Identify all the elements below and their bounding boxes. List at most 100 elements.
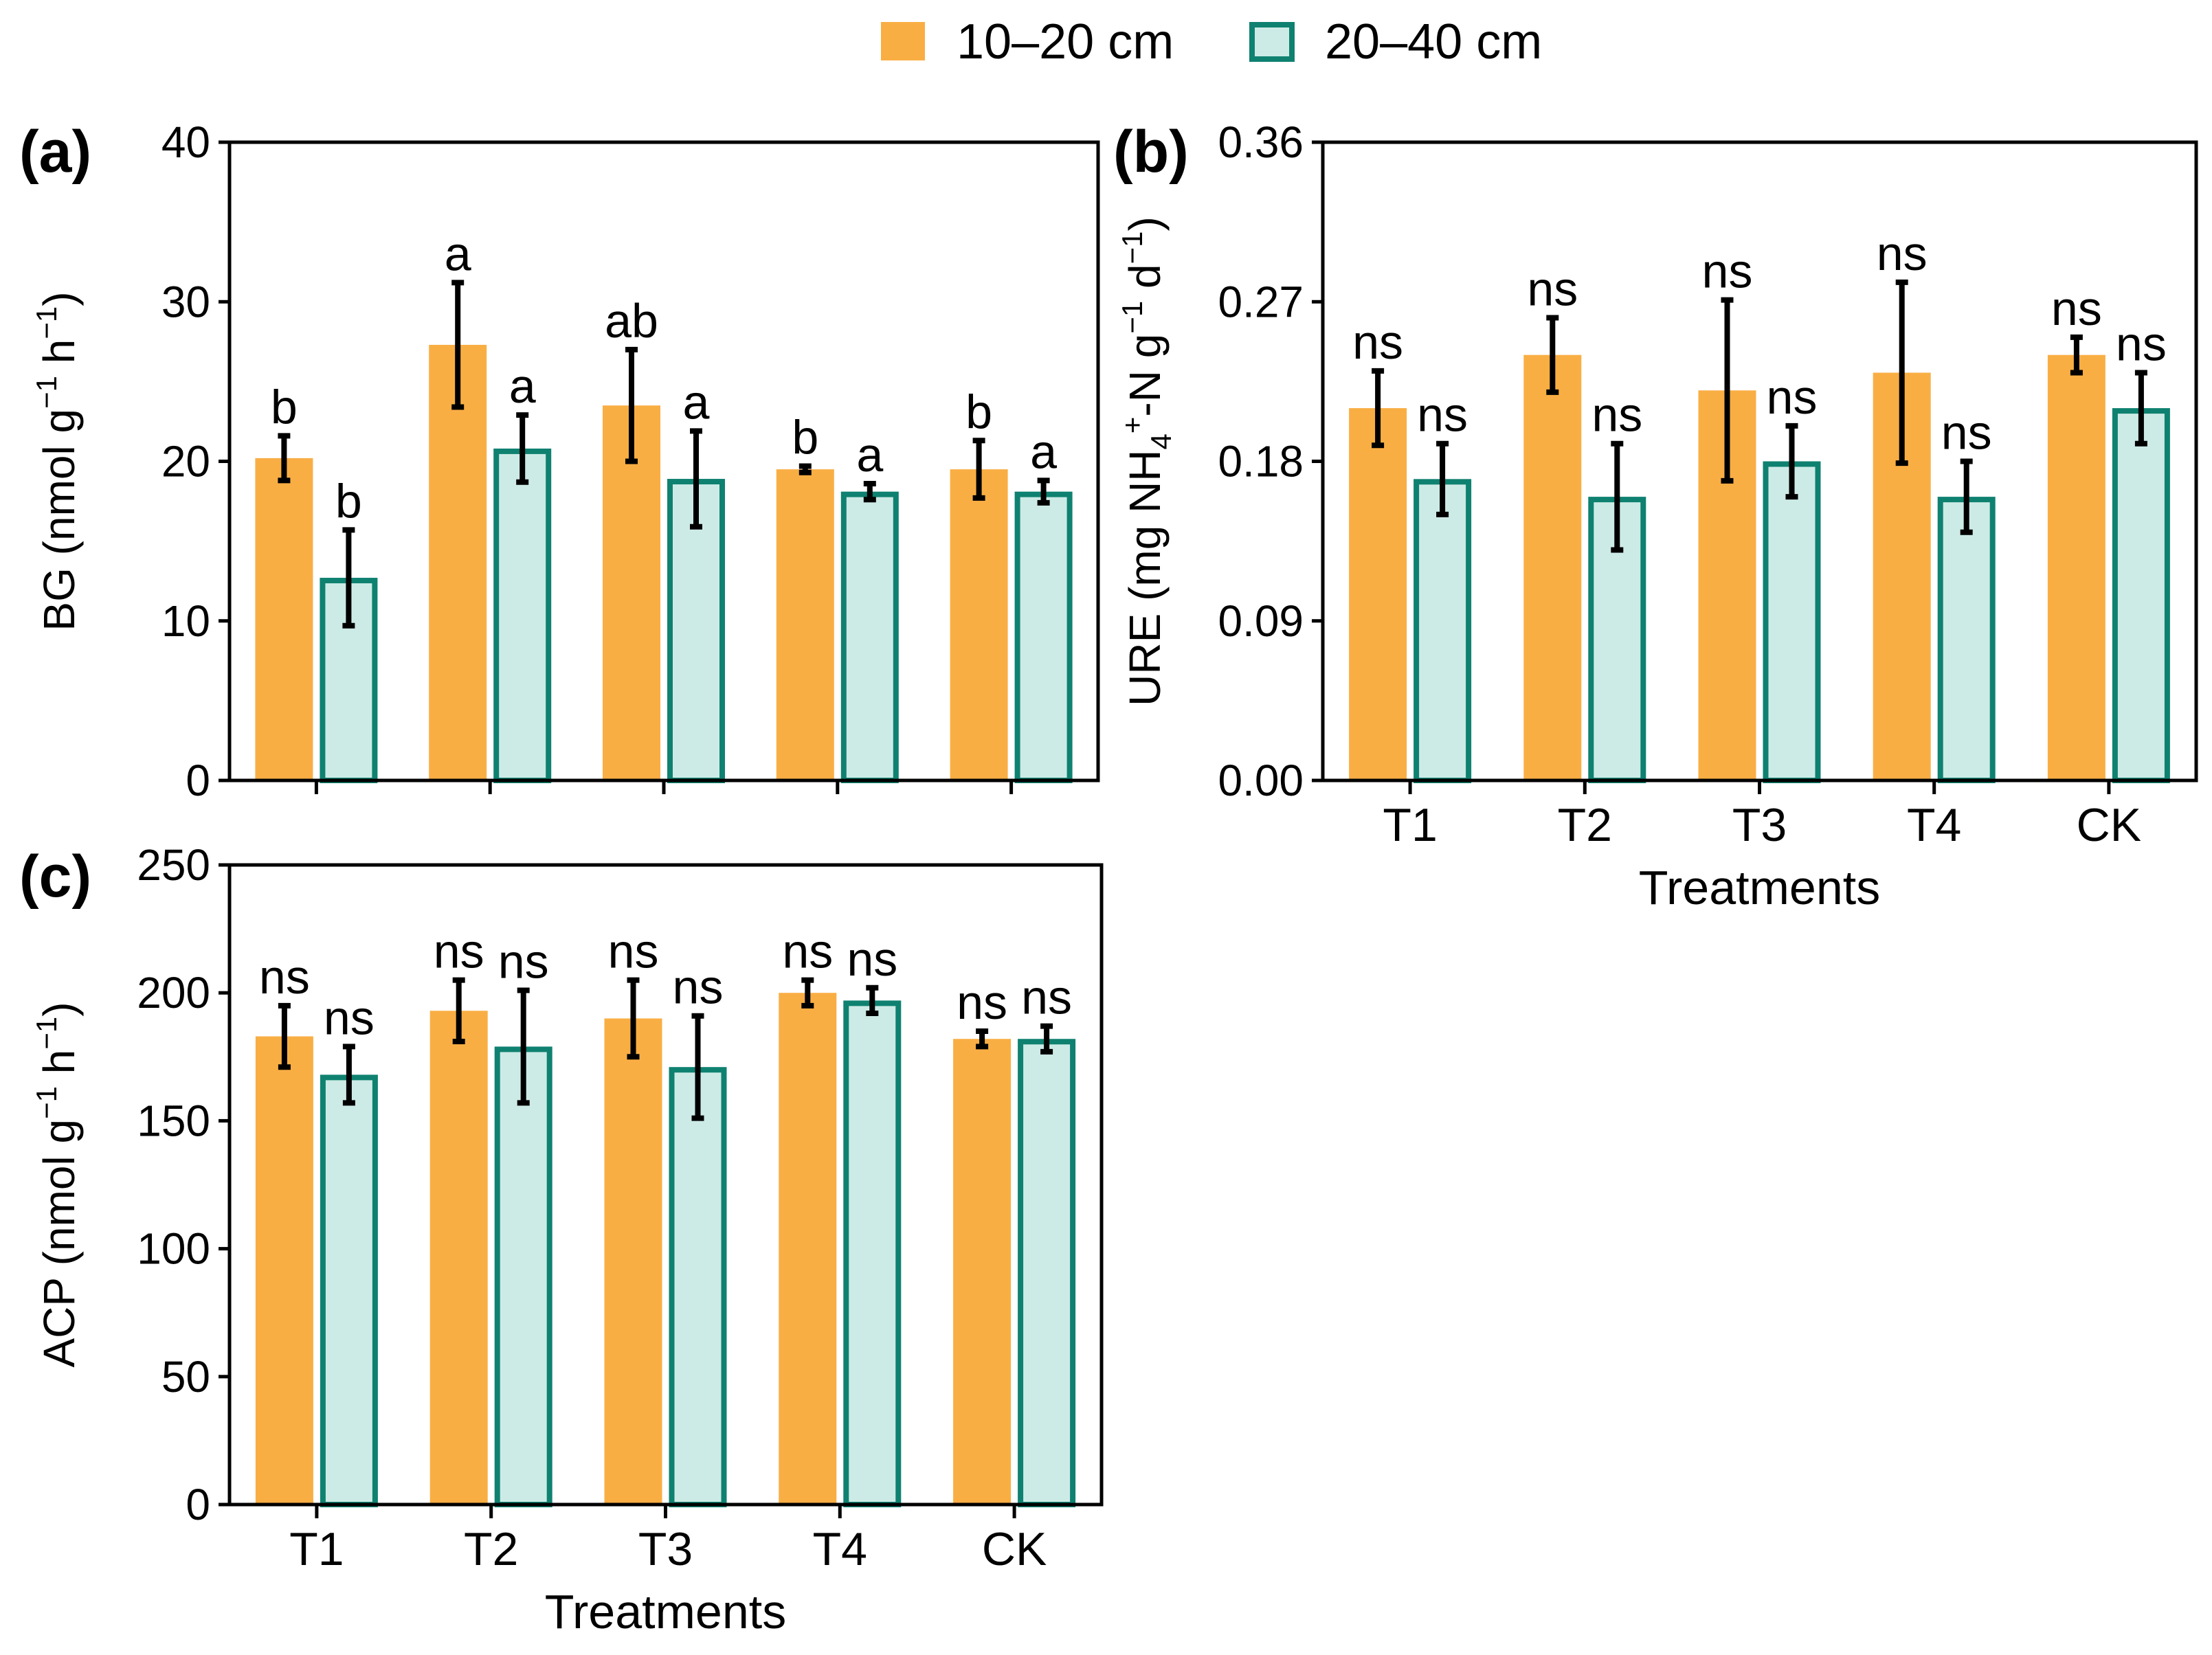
y-axis-label-part: h: [34, 339, 84, 376]
sig-label-a-T1-s0: b: [271, 380, 298, 434]
y-axis-label-part: -N g: [1120, 334, 1170, 417]
x-tick-label-c-CK: CK: [982, 1523, 1047, 1575]
x-axis-label-c: Treatments: [545, 1585, 786, 1639]
y-axis-label-a: BG (nmol g−1 h−1): [30, 291, 84, 631]
legend-swatch-20-40cm: [1249, 22, 1295, 62]
y-axis-label-part: 4: [1145, 434, 1177, 449]
bar-a-T2-20-40cm: [493, 448, 552, 783]
y-axis-label-part: +: [1116, 417, 1148, 434]
sig-label-c-T4-s0: ns: [782, 925, 833, 978]
bar-a-CK-20-40cm: [1014, 491, 1073, 783]
bar-b-CK-10-20cm: [2047, 354, 2105, 780]
sig-label-a-T3-s0: ab: [605, 294, 658, 348]
x-tick-label-c-T2: T2: [464, 1523, 518, 1575]
x-tick-label-b-T2: T2: [1558, 799, 1612, 851]
plot-frame-c: [227, 863, 1104, 1507]
y-axis-label-part: ): [34, 291, 84, 306]
bar-c-CK-20-40cm: [1018, 1039, 1076, 1508]
y-axis-label-part: ): [34, 1002, 84, 1016]
sig-label-a-T2-s0: a: [445, 227, 471, 280]
sig-label-b-T1-s0: ns: [1352, 315, 1403, 369]
sig-label-c-T3-s1: ns: [673, 960, 724, 1014]
y-axis-label-part: −1: [1116, 232, 1148, 264]
y-axis-label-part: −1: [1116, 301, 1148, 334]
bar-a-T3-10-20cm: [603, 405, 660, 780]
x-tick-label-c-T1: T1: [289, 1523, 344, 1575]
y-axis-label-part: h: [34, 1050, 84, 1086]
y-tick-label-b: 0.27: [1218, 277, 1304, 326]
sig-label-a-CK-s0: b: [965, 385, 992, 438]
y-tick-label-a: 10: [161, 596, 210, 646]
sig-label-a-T4-s1: a: [856, 428, 883, 482]
y-tick-label-a: 30: [161, 277, 210, 326]
bar-c-T1-10-20cm: [255, 1036, 313, 1505]
sig-label-c-T4-s1: ns: [847, 932, 897, 986]
legend-label-20-40cm: 20–40 cm: [1325, 14, 1542, 69]
sig-label-c-CK-s0: ns: [957, 976, 1007, 1029]
sig-label-b-T1-s1: ns: [1417, 388, 1468, 442]
y-tick-label-b: 0.09: [1218, 596, 1304, 646]
legend: 10–20 cm 20–40 cm: [881, 14, 1542, 69]
y-axis-label-part: −1: [30, 306, 63, 339]
sig-label-c-T3-s0: ns: [608, 925, 659, 978]
y-tick-label-c: 100: [137, 1224, 210, 1274]
x-tick-label-b-T3: T3: [1732, 799, 1787, 851]
bar-b-T2-10-20cm: [1523, 354, 1582, 780]
legend-label-10-20cm: 10–20 cm: [957, 14, 1174, 69]
y-axis-label-part: d: [1120, 264, 1170, 300]
bar-c-CK-10-20cm: [953, 1039, 1012, 1505]
sig-label-c-T1-s1: ns: [324, 991, 375, 1044]
bar-a-T2-10-20cm: [429, 344, 487, 780]
bar-c-T4-10-20cm: [779, 993, 837, 1505]
y-tick-label-c: 150: [137, 1096, 210, 1145]
x-tick-label-b-CK: CK: [2077, 799, 2141, 851]
plot-frame-b: [1321, 140, 2198, 783]
sig-label-b-CK-s0: ns: [2051, 282, 2102, 335]
y-axis-label-part: BG (nmol g: [34, 409, 84, 631]
bar-b-T1-20-40cm: [1414, 479, 1472, 783]
plot-frame-a: [227, 140, 1100, 783]
sig-label-c-T1-s0: ns: [259, 950, 310, 1004]
bar-c-T3-20-40cm: [669, 1067, 727, 1508]
bar-a-CK-10-20cm: [950, 469, 1008, 780]
sig-label-b-T4-s1: ns: [1941, 406, 1992, 460]
y-axis-label-b: URE (mg NH4+-N g−1 d−1): [1116, 216, 1177, 706]
sig-label-a-T4-s0: b: [792, 410, 818, 464]
y-axis-label-part: ACP (nmol g: [34, 1119, 84, 1368]
sig-label-c-CK-s1: ns: [1021, 971, 1072, 1024]
bar-c-T2-20-40cm: [494, 1046, 552, 1508]
y-tick-label-b: 0.00: [1218, 756, 1304, 805]
y-tick-label-a: 40: [161, 117, 210, 167]
y-tick-label-a: 0: [186, 756, 210, 805]
sig-label-b-T2-s1: ns: [1591, 388, 1642, 442]
sig-label-c-T2-s1: ns: [498, 934, 549, 988]
sig-label-b-T4-s0: ns: [1877, 227, 1928, 280]
y-tick-label-b: 0.36: [1218, 117, 1304, 167]
bar-c-T4-20-40cm: [843, 1000, 902, 1507]
x-tick-label-c-T4: T4: [813, 1523, 867, 1575]
y-axis-label-part: ): [1120, 216, 1170, 231]
y-axis-label-part: −1: [30, 1017, 63, 1050]
panel-label-c: (c): [19, 844, 91, 910]
y-axis-label-part: −1: [30, 376, 63, 409]
sig-label-a-T1-s1: b: [335, 474, 362, 528]
x-tick-label-b-T1: T1: [1383, 799, 1437, 851]
panel-label-a: (a): [19, 119, 91, 185]
y-axis-label-part: URE (mg NH: [1120, 449, 1170, 706]
bar-b-CK-20-40cm: [2112, 408, 2170, 783]
bar-a-T4-20-40cm: [840, 491, 899, 783]
y-axis-label-part: −1: [30, 1086, 63, 1119]
bar-c-T1-20-40cm: [320, 1074, 378, 1508]
bar-b-T3-20-40cm: [1763, 461, 1821, 783]
panel-b: (b)0.000.090.180.270.36nsnsT1nsnsT2nsnsT…: [1113, 117, 2198, 914]
legend-swatch-10-20cm: [881, 22, 925, 60]
sig-label-b-T3-s0: ns: [1702, 245, 1753, 298]
bar-b-T4-20-40cm: [1937, 497, 1996, 783]
sig-label-b-T3-s1: ns: [1767, 370, 1818, 424]
sig-label-a-T3-s1: a: [683, 375, 710, 429]
y-tick-label-c: 50: [161, 1352, 210, 1401]
